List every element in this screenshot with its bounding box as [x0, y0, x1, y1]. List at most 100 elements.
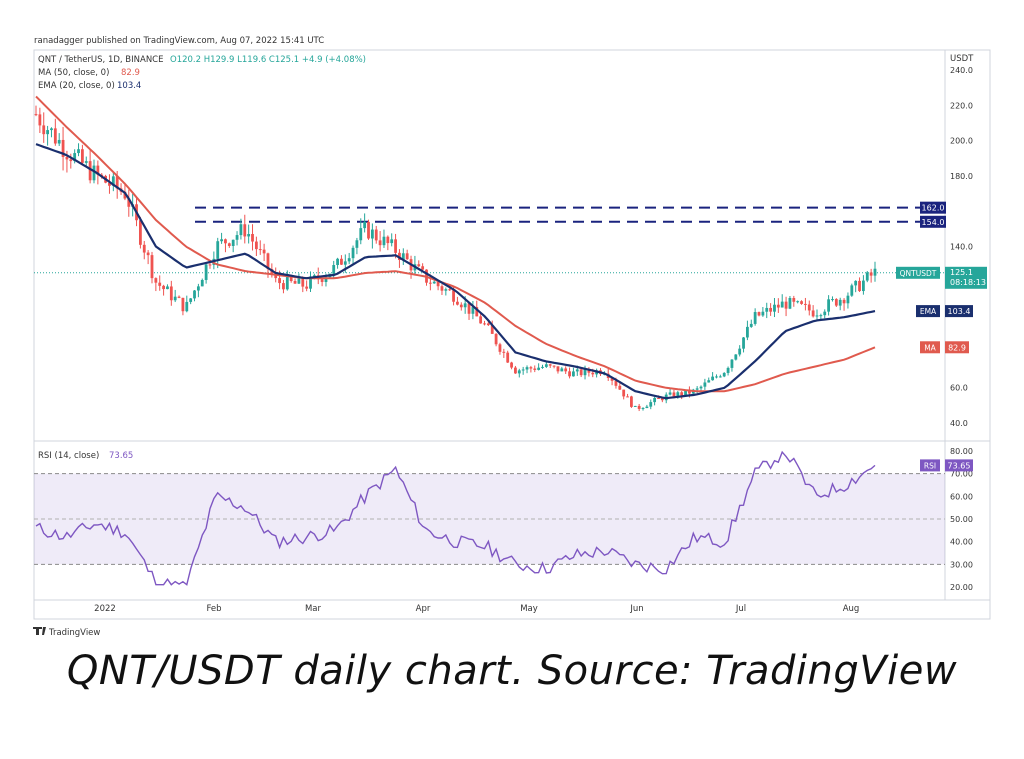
currency-label: USDT [950, 54, 974, 64]
candle-body [343, 261, 347, 265]
candle-body [224, 239, 227, 244]
candle-body [537, 367, 541, 370]
candle-body [510, 362, 513, 368]
candle-body [560, 368, 564, 372]
rsi-legend-value: 73.65 [109, 451, 133, 461]
candle-body [115, 176, 119, 189]
candle-body [684, 389, 687, 396]
svg-text:125.1: 125.1 [950, 268, 973, 277]
time-axis-ticks: 2022 Feb Mar Apr May Jun Jul Aug [94, 604, 859, 614]
candle-body [351, 247, 355, 259]
candle-body [827, 299, 831, 312]
candle-body [765, 307, 769, 312]
candle-body [65, 156, 69, 160]
candle-body [432, 281, 436, 284]
candle-body [127, 198, 131, 207]
candle-body [730, 359, 734, 368]
candle-body [637, 405, 641, 409]
candle-body [42, 125, 46, 135]
candle-body [780, 301, 784, 308]
candle-body [846, 295, 850, 304]
candle-body [525, 367, 529, 370]
candle-body [556, 366, 560, 372]
candle-body [873, 268, 877, 276]
candle-body [189, 298, 193, 302]
svg-text:RSI: RSI [924, 461, 936, 470]
candle-body [405, 253, 409, 260]
candle-body [564, 368, 568, 372]
candle-body [193, 290, 196, 299]
ma-legend-label: MA (50, close, 0) [38, 68, 109, 78]
rsi-tick-label: 40.00 [950, 538, 973, 547]
candle-body [444, 289, 448, 291]
ema-legend-label: EMA (20, close, 0) [38, 81, 115, 91]
month-tick-label: Jul [735, 604, 746, 614]
tradingview-logo-icon [33, 627, 46, 635]
candle-body [715, 376, 718, 378]
candle-body [653, 397, 657, 403]
candle-body [788, 297, 792, 309]
candle-body [533, 368, 537, 370]
candle-body [417, 264, 421, 267]
candle-body [502, 351, 506, 353]
candle-body [641, 408, 645, 410]
candle-body [185, 301, 189, 312]
candle-body [177, 296, 181, 298]
svg-text:EMA: EMA [920, 307, 937, 316]
candle-body [804, 303, 807, 305]
candle-body [367, 221, 370, 239]
ema-badge: EMA 103.4 [916, 305, 973, 318]
ma-50-line [35, 95, 876, 393]
candle-body [289, 275, 293, 282]
svg-text:08:18:13: 08:18:13 [950, 278, 986, 287]
ema-20-line [35, 143, 876, 400]
rsi-tick-label: 60.00 [950, 492, 973, 501]
candle-body [258, 249, 262, 251]
price-tick-label: 40.0 [950, 419, 968, 428]
candle-body [688, 389, 691, 394]
candle-body [386, 236, 390, 244]
candle-body [657, 397, 660, 399]
candle-body [467, 303, 471, 314]
candle-body [842, 299, 846, 304]
figure-caption: QNT/USDT daily chart. Source: TradingVie… [66, 648, 958, 694]
candle-body [200, 279, 204, 287]
candle-body [660, 398, 664, 401]
price-axis-ticks: 240.0 220.0 200.0 180.0 140.0 60.0 40.0 [950, 66, 973, 428]
candle-body [77, 149, 80, 154]
candle-body [869, 272, 873, 276]
svg-text:73.65: 73.65 [948, 461, 971, 470]
candle-body [227, 243, 231, 246]
rsi-tick-label: 80.00 [950, 447, 973, 456]
candle-body [57, 139, 61, 144]
candle-body [695, 388, 699, 390]
candle-body [181, 297, 185, 312]
candle-body [53, 128, 57, 144]
candle-body [784, 301, 788, 309]
candle-body [220, 239, 223, 242]
candle-body [811, 310, 815, 317]
rsi-legend-label: RSI (14, close) [38, 451, 99, 461]
candle-body [471, 307, 475, 314]
candle-body [591, 372, 595, 375]
svg-text:82.9: 82.9 [948, 343, 966, 352]
candle-body [73, 153, 77, 162]
candle-body [293, 281, 297, 284]
month-tick-label: 2022 [94, 604, 116, 614]
candle-body [50, 128, 53, 131]
candle-body [463, 303, 467, 308]
candle-body [309, 276, 312, 289]
ma-badge: MA 82.9 [920, 341, 969, 354]
candle-body [459, 304, 463, 308]
publisher-line: ranadagger published on TradingView.com,… [34, 36, 324, 46]
candle-body [166, 286, 169, 290]
candle-body [340, 258, 343, 265]
candle-body [208, 264, 212, 266]
candle-body [668, 392, 672, 395]
candle-body [154, 278, 158, 283]
candle-body [834, 299, 838, 306]
candle-body [850, 285, 854, 296]
candle-body [158, 282, 162, 286]
badge-154: 154.0 [920, 215, 946, 228]
candle-body [440, 286, 444, 291]
